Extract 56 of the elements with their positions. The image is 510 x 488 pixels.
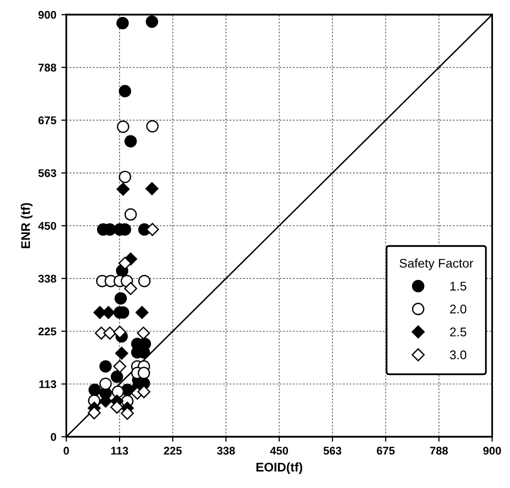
legend-label: 3.0 <box>450 350 466 360</box>
x-tick-label: 675 <box>376 446 395 455</box>
x-tick-label: 225 <box>164 446 182 455</box>
x-tick-label: 0 <box>64 446 69 455</box>
point <box>137 385 150 398</box>
y-tick-label: 900 <box>38 10 56 19</box>
point <box>118 84 132 98</box>
x-tick-label: 563 <box>324 446 342 455</box>
y-tick-label: 113 <box>39 380 56 388</box>
y-tick-label: 338 <box>38 274 56 283</box>
point <box>124 135 137 148</box>
legend-label: 2.0 <box>450 304 466 314</box>
point <box>118 256 132 270</box>
y-tick-label: 675 <box>38 116 56 124</box>
point <box>120 406 134 420</box>
x-tick-label: 788 <box>430 446 448 455</box>
x-axis-title: EOID(tf) <box>256 462 302 474</box>
y-tick-label: 225 <box>38 327 56 336</box>
point <box>146 15 158 28</box>
point <box>88 406 101 420</box>
point <box>135 306 149 319</box>
point <box>103 326 116 340</box>
point <box>115 346 128 360</box>
point <box>110 400 124 414</box>
point <box>146 120 159 132</box>
y-tick-label: 788 <box>38 64 56 72</box>
point <box>138 274 151 288</box>
point <box>88 384 101 396</box>
point <box>99 360 112 373</box>
point <box>124 208 137 221</box>
point <box>138 366 150 380</box>
x-tick-label: 450 <box>270 446 288 455</box>
point <box>136 326 150 340</box>
point <box>146 222 159 236</box>
point <box>116 16 129 30</box>
y-axis-title: ENR (tf) <box>20 203 32 248</box>
legend-title: Safety Factor <box>400 258 474 270</box>
x-tick-label: 900 <box>483 446 501 455</box>
point <box>118 170 132 184</box>
legend-label: 1.5 <box>450 282 466 291</box>
point <box>145 182 158 196</box>
point <box>124 282 138 296</box>
point <box>112 386 124 398</box>
point <box>116 120 130 133</box>
point <box>114 292 127 305</box>
point <box>99 378 112 390</box>
point <box>116 182 130 196</box>
y-tick-label: 563 <box>38 169 56 178</box>
point <box>113 360 126 373</box>
x-tick-label: 338 <box>216 446 235 455</box>
x-tick-label: 113 <box>111 446 128 455</box>
point <box>113 326 126 339</box>
y-tick-label: 0 <box>50 433 56 441</box>
point <box>110 370 124 383</box>
legend-label: 2.5 <box>450 328 466 336</box>
y-tick-label: 450 <box>38 222 56 230</box>
